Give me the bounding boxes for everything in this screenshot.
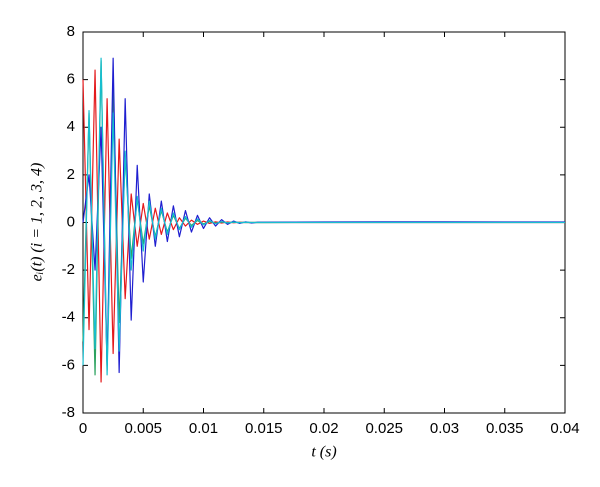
x-tick-label: 0.04 xyxy=(550,420,579,437)
y-tick-label: -2 xyxy=(62,261,75,278)
y-axis-label: eᵢ(t) (i = 1, 2, 3, 4) xyxy=(29,163,46,282)
y-tick-label: 2 xyxy=(67,166,75,183)
x-tick-label: 0.03 xyxy=(430,420,459,437)
y-tick-label: -6 xyxy=(62,356,75,373)
y-tick-label: 8 xyxy=(67,23,75,40)
x-tick-label: 0.005 xyxy=(124,420,162,437)
series-line xyxy=(82,69,565,383)
x-tick-label: 0.025 xyxy=(365,420,403,437)
x-tick-label: 0 xyxy=(79,420,87,437)
y-tick-label: 0 xyxy=(67,213,75,230)
x-tick-label: 0.015 xyxy=(245,420,283,437)
x-tick-label: 0.01 xyxy=(189,420,218,437)
x-tick-label: 0.02 xyxy=(309,420,338,437)
y-tick-label: 6 xyxy=(67,71,75,88)
y-tick-label: -8 xyxy=(62,404,75,421)
y-tick-label: 4 xyxy=(67,118,75,135)
y-tick-label: -4 xyxy=(62,309,75,326)
series-line xyxy=(82,59,565,376)
series-line xyxy=(82,57,565,376)
series-line xyxy=(82,57,565,374)
x-axis-label: t (s) xyxy=(311,444,336,461)
x-tick-label: 0.035 xyxy=(486,420,524,437)
